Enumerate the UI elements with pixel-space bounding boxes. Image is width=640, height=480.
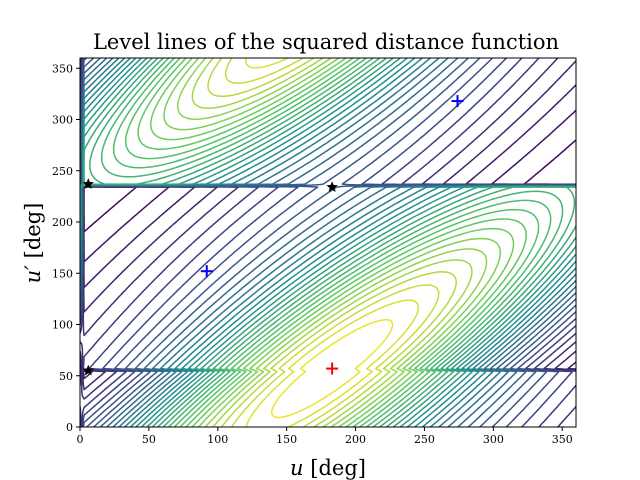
minimum-a-star-marker [82,178,94,189]
saddle-a-plus-marker [200,265,213,278]
y-tick-label: 350 [52,62,73,75]
contour-level [224,58,440,427]
contour-level [89,58,576,427]
y-tick-label: 150 [52,267,73,280]
contour-level [100,58,564,427]
y-axis-ticks: 0 50 100 150 200 250 300 350 [52,62,80,434]
y-axis-label: u′ [deg] [21,203,45,284]
contour-level [150,58,515,427]
maximum-plus-marker [326,362,339,375]
contour-level [163,58,502,427]
y-tick-label: 250 [52,165,73,178]
contour-level [137,58,527,427]
x-axis-label: u [deg] [290,456,366,480]
x-tick-label: 100 [207,433,228,446]
contour-level [176,58,488,427]
x-tick-label: 0 [77,433,84,446]
y-tick-label: 200 [52,216,73,229]
x-tick-label: 250 [414,433,435,446]
saddle-b-plus-marker [451,95,464,108]
contour-level [191,58,473,427]
y-tick-label: 100 [52,319,73,332]
x-axis-unit: [deg] [310,456,366,480]
minimum-c-star-marker [326,181,338,192]
x-tick-label: 200 [345,433,366,446]
x-axis-ticks: 0 50 100 150 200 250 300 350 [77,427,573,446]
plot-frame [79,57,577,428]
contour-level [270,318,394,419]
x-tick-label: 300 [483,433,504,446]
minimum-b-star-marker [82,364,94,376]
contour-level [124,58,540,427]
chart-title: Level lines of the squared distance func… [93,30,559,54]
contour-lines [80,58,576,427]
y-axis-symbol: u′ [21,265,45,284]
x-axis-symbol: u [290,456,304,480]
x-tick-label: 350 [552,433,573,446]
contour-level [207,58,458,427]
y-tick-label: 300 [52,114,73,127]
x-tick-label: 150 [276,433,297,446]
x-tick-label: 50 [142,433,156,446]
critical-point-markers [82,95,464,376]
y-tick-label: 0 [66,421,73,434]
y-axis-unit: [deg] [21,203,45,259]
y-tick-label: 50 [59,370,73,383]
contour-level [244,58,420,427]
